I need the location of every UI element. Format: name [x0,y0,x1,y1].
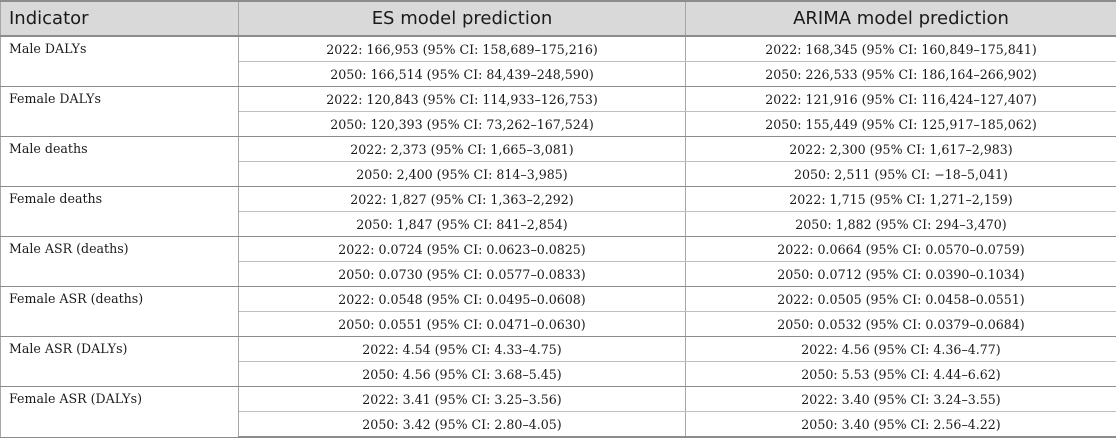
arima-value-cell: 2050: 5.53 (95% CI: 4.44–6.62) [686,362,1116,387]
table-row: Male DALYs 2022: 166,953 (95% CI: 158,68… [1,36,1116,62]
table-header: Indicator ES model prediction ARIMA mode… [1,1,1116,36]
arima-value-cell: 2022: 168,345 (95% CI: 160,849–175,841) [686,36,1116,62]
es-value-cell: 2050: 2,400 (95% CI: 814–3,985) [239,162,686,187]
indicator-cell: Female ASR (deaths) [1,287,239,337]
es-value-cell: 2022: 166,953 (95% CI: 158,689–175,216) [239,36,686,62]
table-row: Female ASR (DALYs) 2022: 3.41 (95% CI: 3… [1,387,1116,412]
arima-value-cell: 2022: 1,715 (95% CI: 1,271–2,159) [686,187,1116,212]
es-value-cell: 2050: 0.0730 (95% CI: 0.0577–0.0833) [239,262,686,287]
header-indicator: Indicator [1,1,239,36]
arima-value-cell: 2022: 3.40 (95% CI: 3.24–3.55) [686,387,1116,412]
es-value-cell: 2022: 0.0724 (95% CI: 0.0623–0.0825) [239,237,686,262]
indicator-cell: Female DALYs [1,87,239,137]
arima-value-cell: 2050: 0.0712 (95% CI: 0.0390–0.1034) [686,262,1116,287]
es-value-cell: 2050: 0.0551 (95% CI: 0.0471–0.0630) [239,312,686,337]
header-row: Indicator ES model prediction ARIMA mode… [1,1,1116,36]
es-value-cell: 2050: 4.56 (95% CI: 3.68–5.45) [239,362,686,387]
es-value-cell: 2022: 1,827 (95% CI: 1,363–2,292) [239,187,686,212]
es-value-cell: 2050: 3.42 (95% CI: 2.80–4.05) [239,412,686,438]
table-row: Female DALYs 2022: 120,843 (95% CI: 114,… [1,87,1116,112]
table-row: Female deaths 2022: 1,827 (95% CI: 1,363… [1,187,1116,212]
arima-value-cell: 2022: 0.0505 (95% CI: 0.0458–0.0551) [686,287,1116,312]
es-value-cell: 2022: 2,373 (95% CI: 1,665–3,081) [239,137,686,162]
indicator-cell: Male DALYs [1,36,239,87]
table-row: Male deaths 2022: 2,373 (95% CI: 1,665–3… [1,137,1116,162]
indicator-cell: Male ASR (DALYs) [1,337,239,387]
es-value-cell: 2022: 4.54 (95% CI: 4.33–4.75) [239,337,686,362]
es-value-cell: 2022: 0.0548 (95% CI: 0.0495–0.0608) [239,287,686,312]
arima-value-cell: 2022: 0.0664 (95% CI: 0.0570–0.0759) [686,237,1116,262]
arima-value-cell: 2050: 1,882 (95% CI: 294–3,470) [686,212,1116,237]
indicator-cell: Female deaths [1,187,239,237]
header-es-model: ES model prediction [239,1,686,36]
es-value-cell: 2022: 120,843 (95% CI: 114,933–126,753) [239,87,686,112]
arima-value-cell: 2022: 121,916 (95% CI: 116,424–127,407) [686,87,1116,112]
arima-value-cell: 2050: 226,533 (95% CI: 186,164–266,902) [686,62,1116,87]
indicator-cell: Female ASR (DALYs) [1,387,239,438]
es-value-cell: 2050: 120,393 (95% CI: 73,262–167,524) [239,112,686,137]
header-arima-model: ARIMA model prediction [686,1,1116,36]
arima-value-cell: 2050: 3.40 (95% CI: 2.56–4.22) [686,412,1116,438]
indicator-cell: Male ASR (deaths) [1,237,239,287]
indicator-cell: Male deaths [1,137,239,187]
es-value-cell: 2022: 3.41 (95% CI: 3.25–3.56) [239,387,686,412]
es-value-cell: 2050: 166,514 (95% CI: 84,439–248,590) [239,62,686,87]
arima-value-cell: 2050: 0.0532 (95% CI: 0.0379–0.0684) [686,312,1116,337]
arima-value-cell: 2022: 4.56 (95% CI: 4.36–4.77) [686,337,1116,362]
table-row: Male ASR (deaths) 2022: 0.0724 (95% CI: … [1,237,1116,262]
arima-value-cell: 2022: 2,300 (95% CI: 1,617–2,983) [686,137,1116,162]
arima-value-cell: 2050: 155,449 (95% CI: 125,917–185,062) [686,112,1116,137]
es-value-cell: 2050: 1,847 (95% CI: 841–2,854) [239,212,686,237]
arima-value-cell: 2050: 2,511 (95% CI: −18–5,041) [686,162,1116,187]
table-body: Male DALYs 2022: 166,953 (95% CI: 158,68… [1,36,1116,437]
table-row: Male ASR (DALYs) 2022: 4.54 (95% CI: 4.3… [1,337,1116,362]
table-row: Female ASR (deaths) 2022: 0.0548 (95% CI… [1,287,1116,312]
